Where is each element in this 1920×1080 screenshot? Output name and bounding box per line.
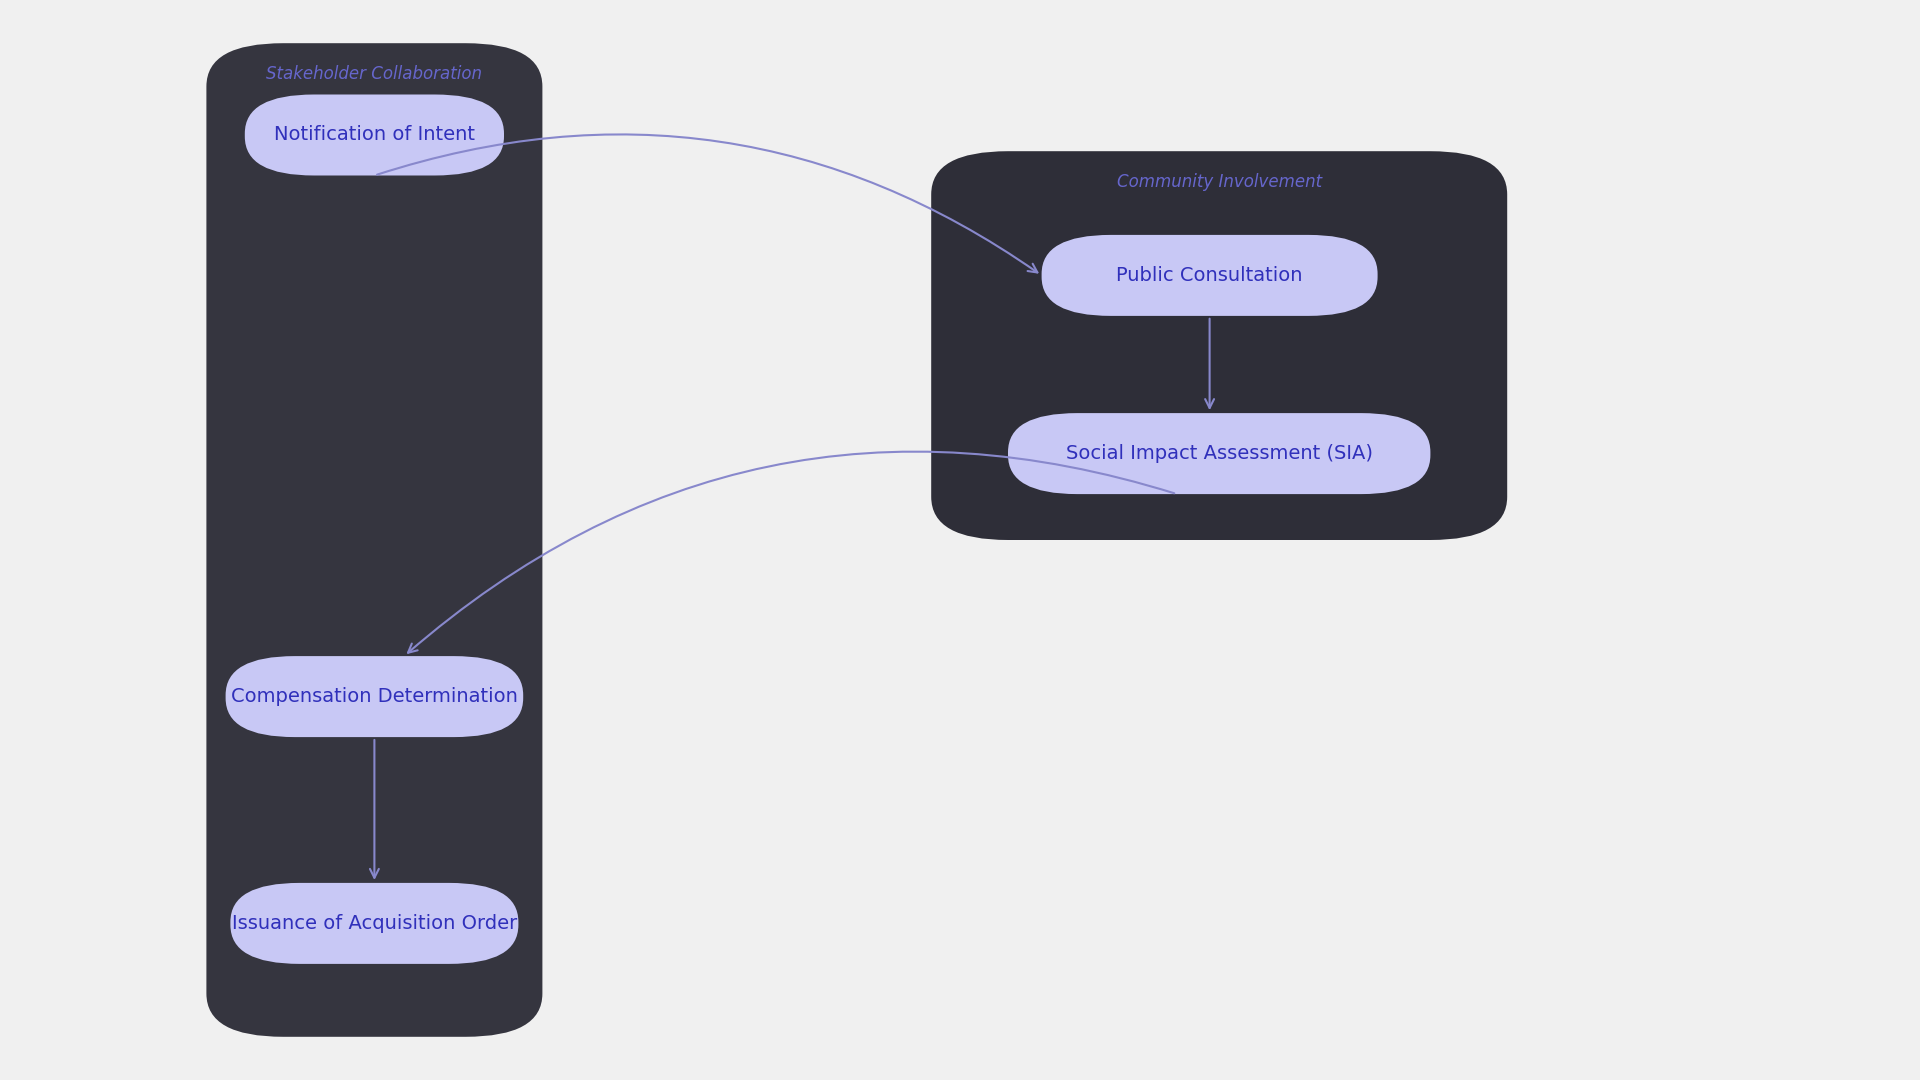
FancyBboxPatch shape [207,43,541,1037]
Text: Issuance of Acquisition Order: Issuance of Acquisition Order [232,914,516,933]
Text: Notification of Intent: Notification of Intent [275,125,474,145]
FancyBboxPatch shape [931,151,1507,540]
FancyBboxPatch shape [246,94,503,175]
FancyBboxPatch shape [1008,413,1430,495]
FancyBboxPatch shape [1041,234,1379,315]
Text: Public Consultation: Public Consultation [1116,266,1304,285]
FancyBboxPatch shape [230,883,518,964]
FancyBboxPatch shape [227,656,522,737]
Text: Social Impact Assessment (SIA): Social Impact Assessment (SIA) [1066,444,1373,463]
Text: Compensation Determination: Compensation Determination [230,687,518,706]
Text: Community Involvement: Community Involvement [1117,173,1321,191]
Text: Stakeholder Collaboration: Stakeholder Collaboration [267,65,482,83]
